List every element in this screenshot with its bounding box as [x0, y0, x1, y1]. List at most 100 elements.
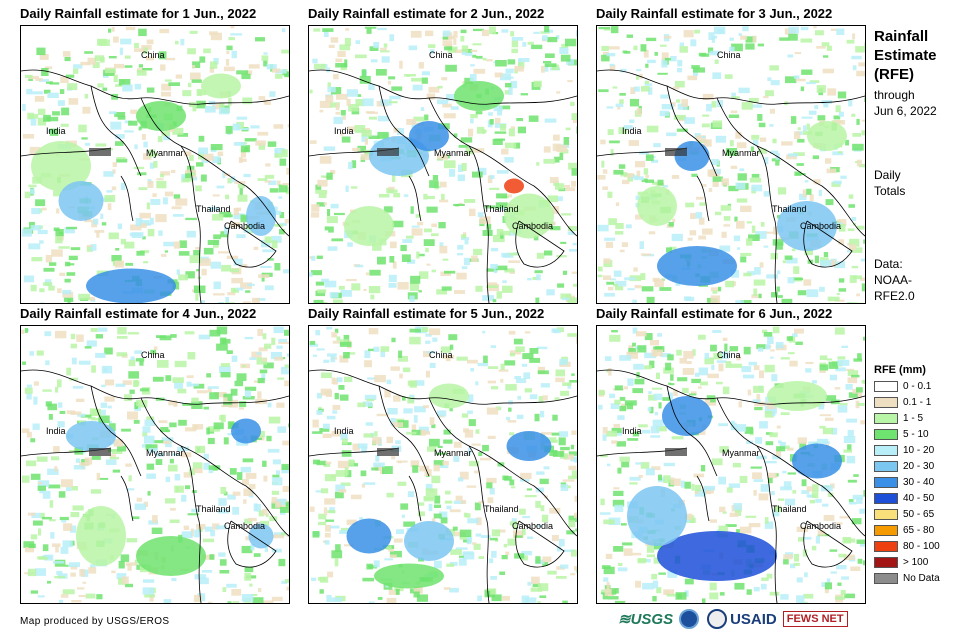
map-frame: China India Myanmar Thailand Cambodia — [596, 25, 866, 304]
place-label-cambodia: Cambodia — [800, 221, 841, 231]
place-label-myanmar: Myanmar — [146, 448, 184, 458]
data-source-line2: NOAA- — [874, 273, 913, 287]
river-delta — [377, 148, 399, 156]
rainfall-map: China India Myanmar Thailand Cambodia — [21, 326, 289, 603]
legend-label: 0.1 - 1 — [903, 397, 932, 408]
panel-title: Daily Rainfall estimate for 6 Jun., 2022 — [596, 306, 833, 321]
rain-speckle — [21, 326, 289, 603]
place-label-india: India — [622, 126, 642, 136]
place-label-china: China — [429, 350, 453, 360]
legend-item: 50 - 65 — [874, 508, 934, 521]
legend-label: 20 - 30 — [903, 461, 935, 472]
legend-swatch — [874, 477, 898, 488]
totals-note: Daily Totals — [874, 167, 905, 199]
panel-title: Daily Rainfall estimate for 3 Jun., 2022 — [596, 6, 833, 21]
place-label-india: India — [334, 426, 354, 436]
map-frame: China India Myanmar Thailand Cambodia — [20, 25, 290, 304]
legend-item: 1 - 5 — [874, 412, 923, 425]
through-label: through — [874, 88, 915, 102]
legend-label: No Data — [903, 573, 940, 584]
legend-swatch — [874, 381, 898, 392]
legend-item: 20 - 30 — [874, 460, 934, 473]
rain-cells — [346, 383, 552, 589]
map-frame: China India Myanmar Thailand Cambodia — [308, 25, 578, 304]
place-label-cambodia: Cambodia — [512, 221, 553, 231]
place-label-india: India — [46, 126, 66, 136]
place-label-thailand: Thailand — [196, 204, 231, 214]
data-source: Data: NOAA- RFE2.0 — [874, 256, 915, 304]
noaa-logo-icon — [679, 609, 700, 629]
place-label-china: China — [429, 50, 453, 60]
place-label-myanmar: Myanmar — [722, 448, 760, 458]
legend-label: > 100 — [903, 557, 929, 568]
place-label-india: India — [622, 426, 642, 436]
place-label-china: China — [141, 350, 165, 360]
country-borders — [309, 69, 577, 303]
river-delta — [89, 448, 111, 456]
legend-label: 10 - 20 — [903, 445, 935, 456]
through-date: through Jun 6, 2022 — [874, 87, 937, 119]
totals-line1: Daily — [874, 168, 901, 182]
rain-speckle — [309, 326, 577, 603]
legend-label: 50 - 65 — [903, 509, 935, 520]
place-label-cambodia: Cambodia — [224, 221, 265, 231]
legend-swatch — [874, 525, 898, 536]
legend-label: 1 - 5 — [903, 413, 924, 424]
legend-item: 65 - 80 — [874, 524, 934, 537]
panel-title: Daily Rainfall estimate for 5 Jun., 2022 — [308, 306, 545, 321]
legend-item: 10 - 20 — [874, 444, 934, 457]
usgs-logo: ≋USGS — [618, 611, 674, 628]
place-label-thailand: Thailand — [484, 504, 519, 514]
country-borders — [21, 69, 289, 303]
sidebar-title: Rainfall Estimate (RFE) — [874, 27, 937, 84]
panel-title: Daily Rainfall estimate for 4 Jun., 2022 — [20, 306, 257, 321]
legend-item: > 100 — [874, 556, 928, 569]
rainfall-map: China India Myanmar Thailand Cambodia — [597, 26, 865, 303]
sidebar-title-line1: Rainfall — [874, 28, 929, 45]
legend-swatch — [874, 445, 898, 456]
river-delta — [377, 448, 399, 456]
rain-cells — [66, 418, 274, 576]
totals-line2: Totals — [874, 184, 906, 198]
legend-label: 0 - 0.1 — [903, 381, 932, 392]
credit-text: Map produced by USGS/EROS — [20, 616, 170, 627]
logo-strip: ≋USGS USAID FEWS NET — [618, 606, 848, 632]
rainfall-map: China India Myanmar Thailand Cambodia — [309, 326, 577, 603]
fews-net-logo: FEWS NET — [782, 611, 848, 627]
data-source-line1: Data: — [874, 257, 903, 271]
place-label-myanmar: Myanmar — [434, 148, 472, 158]
panel-title: Daily Rainfall estimate for 1 Jun., 2022 — [20, 6, 257, 21]
place-label-india: India — [46, 426, 66, 436]
legend-item: 40 - 50 — [874, 492, 934, 505]
legend-label: 65 - 80 — [903, 525, 935, 536]
map-frame: China India Myanmar Thailand Cambodia — [20, 325, 290, 604]
place-label-thailand: Thailand — [196, 504, 231, 514]
rainfall-map: China India Myanmar Thailand Cambodia — [597, 326, 865, 603]
usaid-logo: USAID — [730, 610, 777, 628]
place-label-cambodia: Cambodia — [512, 521, 553, 531]
legend-item: 0.1 - 1 — [874, 396, 931, 409]
place-label-thailand: Thailand — [484, 204, 519, 214]
legend-item: 80 - 100 — [874, 540, 940, 553]
panel-title: Daily Rainfall estimate for 2 Jun., 2022 — [308, 6, 545, 21]
place-label-china: China — [717, 350, 741, 360]
legend-item: 5 - 10 — [874, 428, 929, 441]
rainfall-map: China India Myanmar Thailand Cambodia — [21, 26, 289, 303]
place-label-cambodia: Cambodia — [800, 521, 841, 531]
place-label-myanmar: Myanmar — [146, 148, 184, 158]
legend-swatch — [874, 509, 898, 520]
legend-swatch — [874, 397, 898, 408]
sidebar-title-line2: Estimate — [874, 47, 937, 64]
river-delta — [665, 148, 687, 156]
through-value: Jun 6, 2022 — [874, 104, 937, 118]
place-label-thailand: Thailand — [772, 204, 807, 214]
place-label-thailand: Thailand — [772, 504, 807, 514]
place-label-myanmar: Myanmar — [722, 148, 760, 158]
data-source-line3: RFE2.0 — [874, 289, 915, 303]
sidebar-title-line3: (RFE) — [874, 66, 914, 83]
river-delta — [89, 148, 111, 156]
legend-swatch — [874, 461, 898, 472]
legend-swatch — [874, 493, 898, 504]
legend-item: 0 - 0.1 — [874, 380, 931, 393]
legend-label: 5 - 10 — [903, 429, 929, 440]
